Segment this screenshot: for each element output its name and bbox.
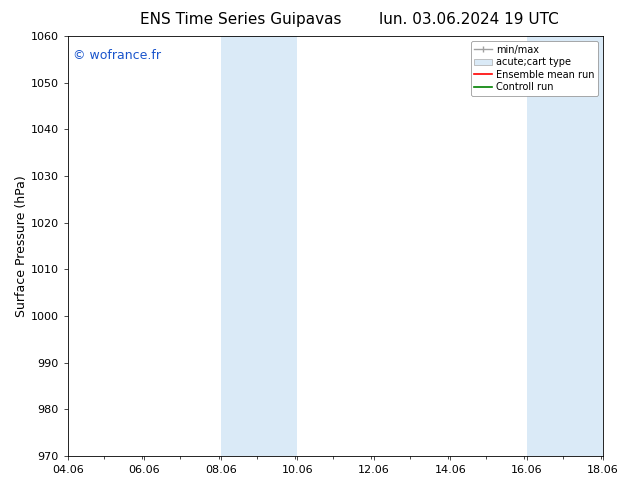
Bar bbox=[259, 36, 297, 456]
Legend: min/max, acute;cart type, Ensemble mean run, Controll run: min/max, acute;cart type, Ensemble mean … bbox=[470, 41, 598, 96]
Text: ENS Time Series Guipavas: ENS Time Series Guipavas bbox=[140, 12, 342, 27]
Text: lun. 03.06.2024 19 UTC: lun. 03.06.2024 19 UTC bbox=[379, 12, 559, 27]
Y-axis label: Surface Pressure (hPa): Surface Pressure (hPa) bbox=[15, 175, 28, 317]
Bar bbox=[221, 36, 259, 456]
Bar bbox=[527, 36, 565, 456]
Bar bbox=[565, 36, 603, 456]
Text: © wofrance.fr: © wofrance.fr bbox=[74, 49, 161, 62]
